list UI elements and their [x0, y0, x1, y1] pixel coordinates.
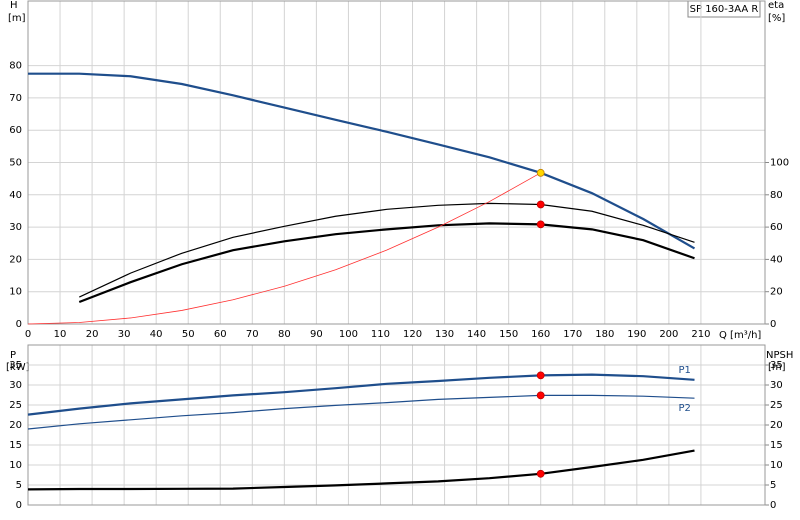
x-tick-label: 210 [691, 329, 710, 340]
curve [27, 172, 541, 325]
y-tick-label: 70 [9, 93, 22, 104]
x-tick-label: 200 [659, 329, 678, 340]
y-tick-label: 30 [9, 222, 22, 233]
y2-tick-label: 40 [770, 254, 783, 265]
x-tick-label: 90 [310, 329, 323, 340]
x-tick-label: 120 [403, 329, 422, 340]
x-tick-label: 110 [371, 329, 390, 340]
x-tick-label: 50 [182, 329, 195, 340]
curve-label: P2 [679, 403, 691, 414]
x-tick-label: 150 [499, 329, 518, 340]
x-tick-label: 40 [150, 329, 163, 340]
x-tick-label: 190 [627, 329, 646, 340]
y-tick-label: 30 [9, 380, 22, 391]
y-tick-label: 50 [9, 158, 22, 169]
duty-point [536, 469, 545, 478]
y-tick-label: 0 [16, 500, 22, 511]
y2-tick-label: 10 [770, 460, 783, 471]
y-unit: [kW] [6, 362, 30, 373]
y2-tick-label: 20 [770, 420, 783, 431]
duty-point [536, 168, 545, 177]
plot-frame [27, 344, 766, 506]
x-tick-label: 80 [278, 329, 291, 340]
x-tick-label: 30 [118, 329, 131, 340]
y-tick-label: 10 [9, 460, 22, 471]
x-tick-label: 10 [54, 329, 67, 340]
x-tick-label: 0 [25, 329, 31, 340]
y-tick-label: 5 [16, 480, 22, 491]
curve-label: P1 [679, 365, 691, 376]
y-tick-label: 20 [9, 420, 22, 431]
y-unit: [m] [8, 13, 26, 24]
x-tick-label: 130 [435, 329, 454, 340]
x-tick-label: 170 [563, 329, 582, 340]
x-tick-label: 20 [86, 329, 99, 340]
curve [27, 394, 695, 430]
duty-point [536, 371, 545, 380]
curve [79, 202, 695, 298]
y2-tick-label: 60 [770, 222, 783, 233]
y2-tick-label: 100 [770, 158, 789, 169]
y2-unit: [m] [768, 362, 786, 373]
x-tick-label: 60 [214, 329, 227, 340]
y-tick-label: 25 [9, 400, 22, 411]
y-tick-label: 15 [9, 440, 22, 451]
curve [27, 449, 695, 491]
y2-tick-label: 15 [770, 440, 783, 451]
x-tick-label: 100 [339, 329, 358, 340]
curve [27, 373, 695, 416]
y-tick-label: 60 [9, 125, 22, 136]
y2-tick-label: 35 [770, 360, 783, 371]
curve [78, 222, 695, 304]
duty-point [536, 200, 545, 209]
y2-label: eta [768, 0, 784, 11]
y2-tick-label: 0 [770, 500, 776, 511]
x-tick-label: 140 [467, 329, 486, 340]
y2-tick-label: 25 [770, 400, 783, 411]
y-label: P [10, 350, 16, 361]
y2-unit: [%] [768, 13, 785, 24]
x-tick-label: 160 [531, 329, 550, 340]
curve [28, 72, 696, 250]
y2-tick-label: 5 [770, 480, 776, 491]
y-tick-label: 20 [9, 254, 22, 265]
y-tick-label: 10 [9, 287, 22, 298]
y-tick-label: 35 [9, 360, 22, 371]
duty-point [536, 391, 545, 400]
x-tick-label: 180 [595, 329, 614, 340]
y-tick-label: 80 [9, 61, 22, 72]
y-label: H [10, 0, 18, 11]
y-tick-label: 0 [16, 319, 22, 330]
x-label: Q [m³/h] [719, 330, 761, 341]
y2-tick-label: 80 [770, 190, 783, 201]
y2-tick-label: 20 [770, 287, 783, 298]
duty-point [536, 220, 545, 229]
x-tick-label: 70 [246, 329, 259, 340]
plot-frame [27, 0, 766, 325]
y2-tick-label: 30 [770, 380, 783, 391]
chart-title: SP 160-3AA R [690, 4, 759, 15]
y2-label: NPSH [766, 350, 793, 361]
y-tick-label: 40 [9, 190, 22, 201]
y2-tick-label: 0 [770, 319, 776, 330]
